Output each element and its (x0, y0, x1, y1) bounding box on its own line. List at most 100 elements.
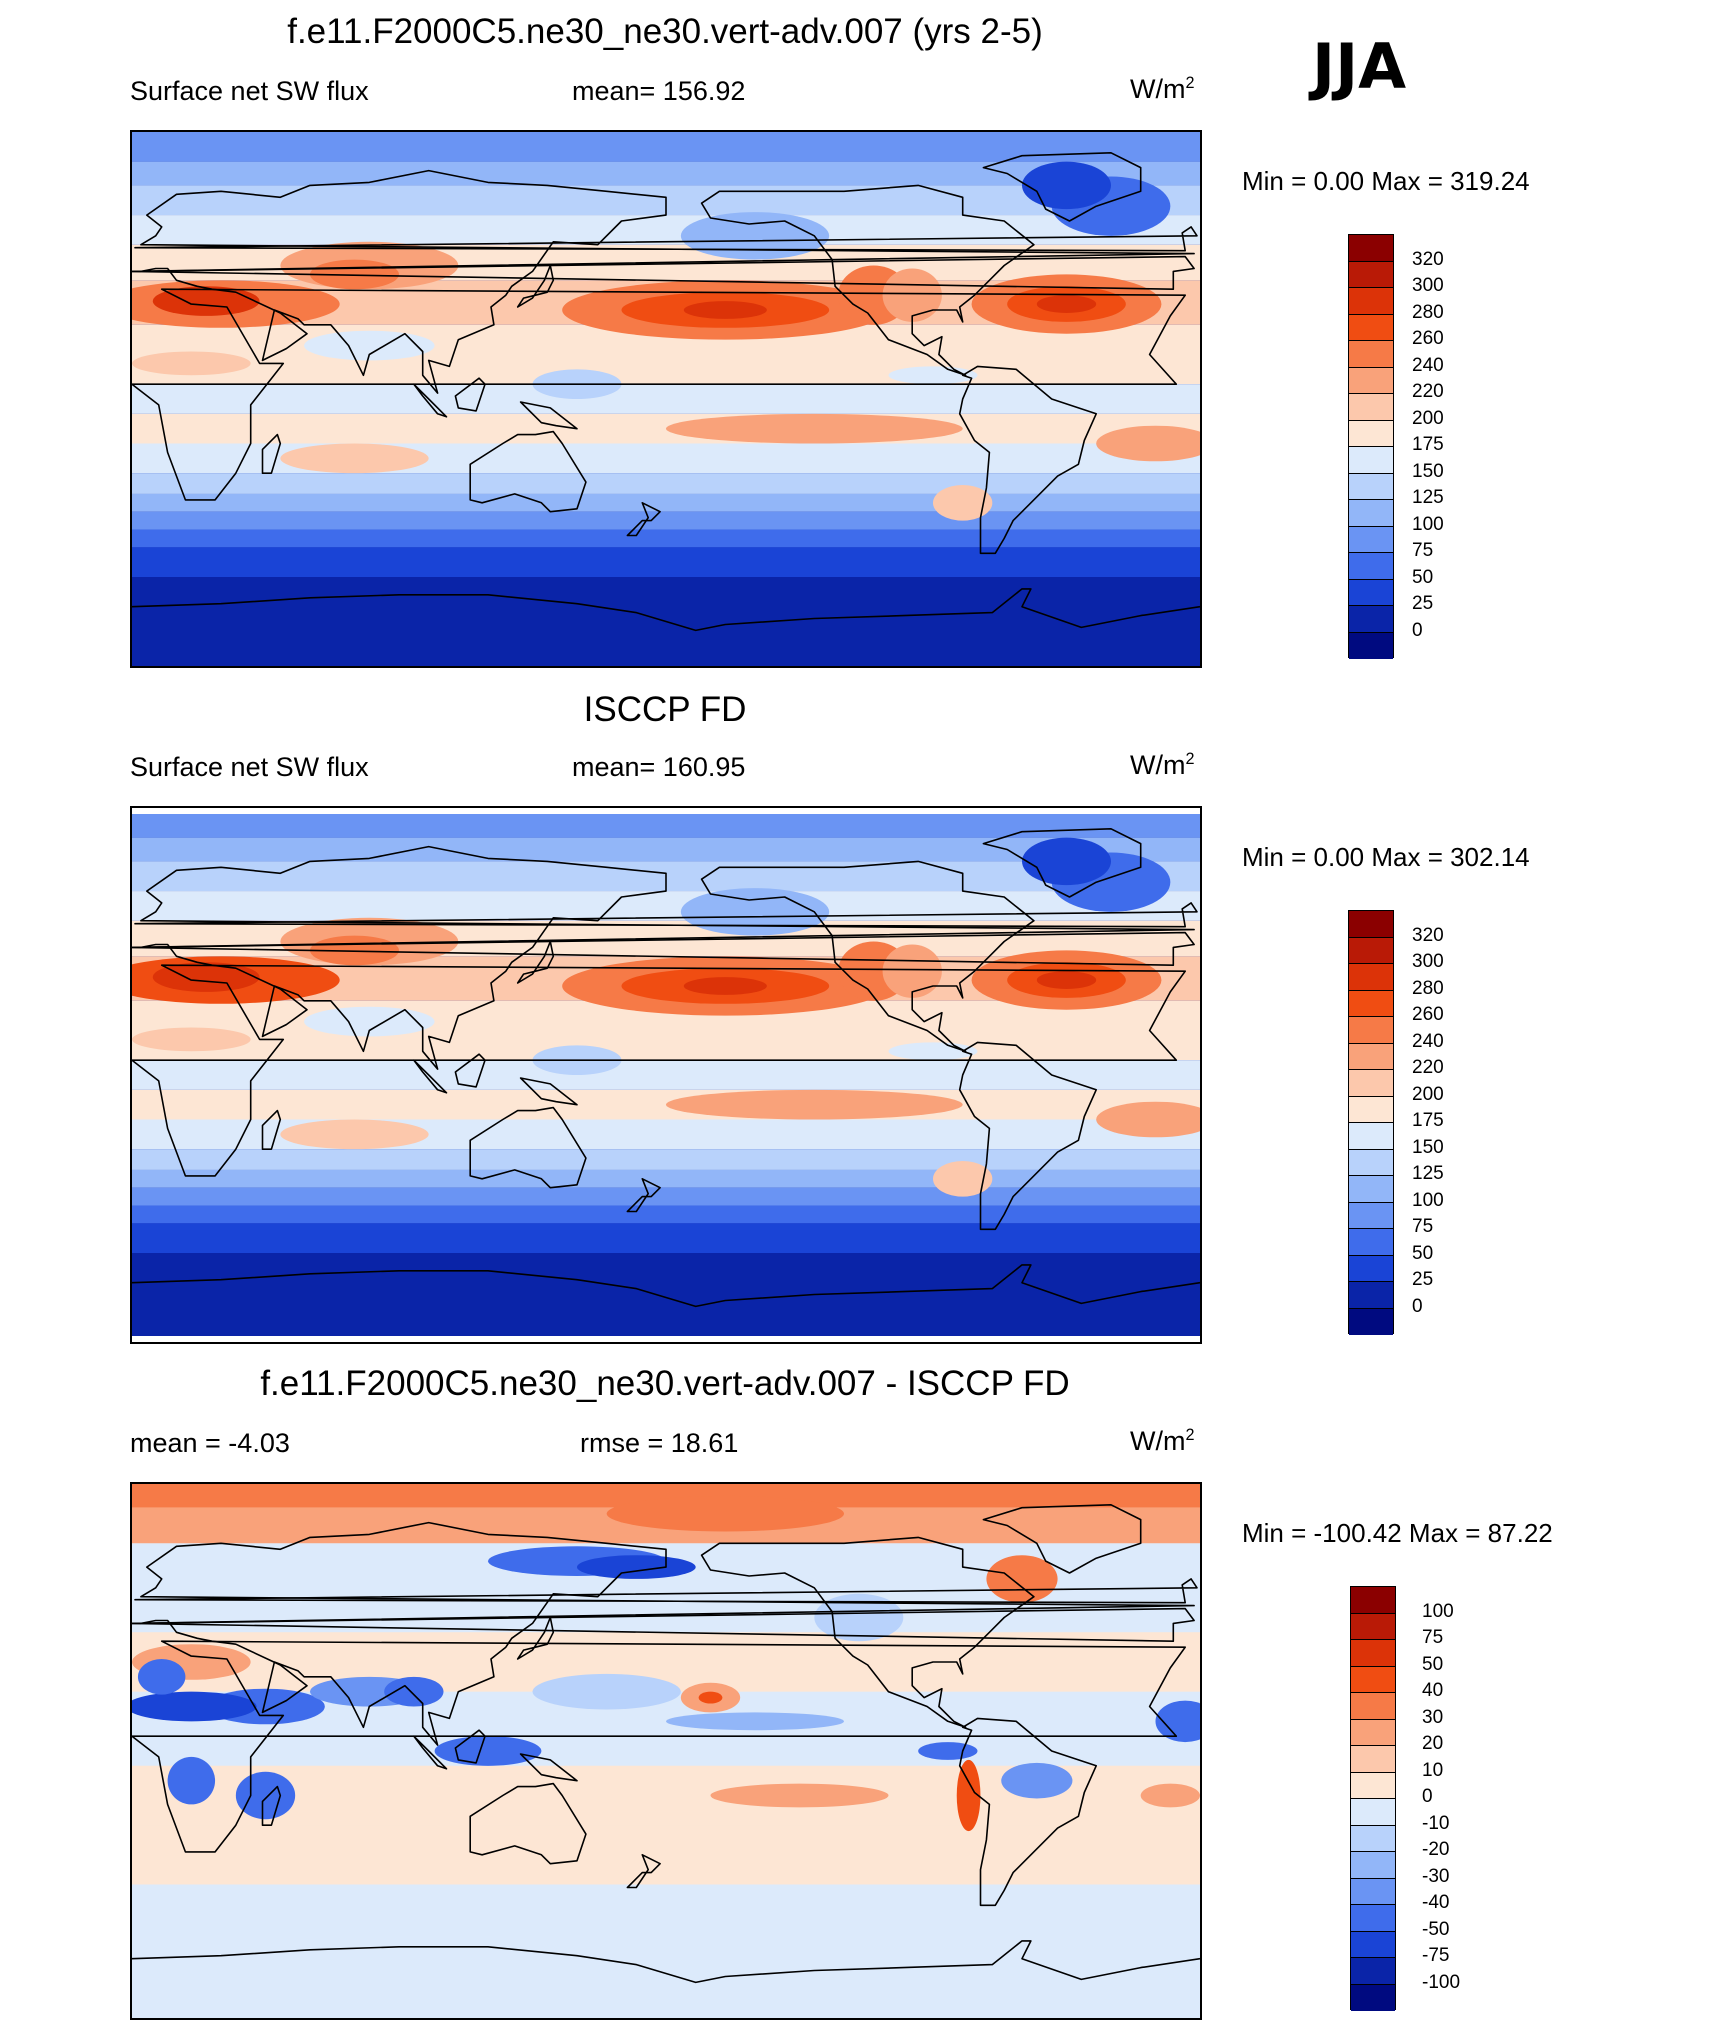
panel-2-units: W/m2 (1130, 750, 1195, 780)
coastline (132, 1607, 1195, 1642)
coastline (134, 1578, 1198, 1604)
colorbar-swatch (1351, 1799, 1395, 1826)
panel-3-units: W/m2 (1130, 1426, 1195, 1456)
colorbar-tick-label: 240 (1412, 1030, 1444, 1052)
colorbar-tick-label: 20 (1422, 1733, 1444, 1754)
colorbar-tick-label: 280 (1412, 977, 1444, 999)
colorbar-swatch (1349, 1282, 1393, 1309)
coastline (132, 1521, 1195, 1746)
colorbar-swatch (1349, 235, 1393, 262)
colorbar-tick-label: 200 (1412, 1083, 1444, 1105)
colorbar-swatch (1349, 990, 1393, 1017)
colorbar-swatch (1351, 1905, 1395, 1932)
coastline (516, 1616, 555, 1660)
panel-3-title: f.e11.F2000C5.ne30_ne30.vert-adv.007 - I… (260, 1364, 1070, 1403)
colorbar-swatch (1351, 1693, 1395, 1720)
panel-1-title: f.e11.F2000C5.ne30_ne30.vert-adv.007 (yr… (287, 12, 1043, 51)
coastline (516, 264, 555, 308)
colorbar-tick-label: 75 (1412, 1216, 1434, 1237)
colorbar-tick-label: 30 (1422, 1706, 1444, 1728)
colorbar-swatch (1349, 1043, 1393, 1070)
colorbar-tick-label: 220 (1412, 381, 1444, 402)
coastline (516, 940, 555, 984)
colorbar-tick-label: -100 (1422, 1971, 1461, 1993)
colorbar-swatch (1349, 1149, 1393, 1176)
coastline (261, 433, 282, 474)
colorbar-swatch (1351, 1984, 1395, 2011)
colorbar-tick-label: 260 (1412, 328, 1444, 349)
colorbar-tick-label: 200 (1412, 407, 1444, 429)
colorbar-swatch (1351, 1852, 1395, 1879)
coastline (132, 255, 1195, 290)
coastline (626, 1854, 661, 1889)
colorbar-tick-label: 0 (1412, 1295, 1423, 1317)
colorbar-tick-label: 125 (1412, 1163, 1444, 1184)
colorbar-swatch (1349, 553, 1393, 580)
coastline (454, 377, 486, 412)
panel-2-variable-label: Surface net SW flux (130, 752, 369, 782)
colorbar-tick-label: 100 (1412, 1189, 1444, 1211)
coastline (413, 1735, 448, 1770)
coastline (132, 845, 1195, 1070)
panel-2-min-max: Min = 0.00 Max = 302.14 (1242, 842, 1530, 872)
colorbar-swatch (1349, 937, 1393, 964)
coastline (413, 383, 448, 418)
colorbar-swatch (1351, 1587, 1395, 1614)
panel-1-map (130, 130, 1202, 668)
colorbar-tick-label: 300 (1412, 951, 1444, 972)
colorbar-tick-label: -30 (1422, 1865, 1450, 1887)
colorbar-tick-label: -10 (1422, 1812, 1450, 1834)
colorbar-swatch (1349, 1202, 1393, 1229)
coastline (982, 828, 1142, 898)
coastline (132, 1940, 1200, 1984)
colorbar-tick-label: 50 (1412, 566, 1434, 588)
colorbar-tick-label: 0 (1422, 1786, 1433, 1807)
colorbar-swatch (1349, 526, 1393, 553)
colorbar-tick-label: 100 (1412, 513, 1444, 535)
colorbar-swatch (1349, 606, 1393, 633)
panel-3-mean-label: mean = -4.03 (130, 1428, 290, 1458)
panel-3-map (130, 1482, 1202, 2020)
colorbar-tick-label: 25 (1412, 1269, 1434, 1290)
colorbar-tick-label: 280 (1412, 301, 1444, 323)
colorbar-swatch (1349, 261, 1393, 288)
coastline (700, 1536, 1035, 1729)
colorbar-swatch (1349, 500, 1393, 527)
coastline (132, 288, 1186, 501)
colorbar-swatch (1349, 964, 1393, 991)
colorbar-swatch (1351, 1719, 1395, 1746)
colorbar-swatch (1349, 314, 1393, 341)
colorbar-swatch (1349, 579, 1393, 606)
colorbar-swatch (1349, 911, 1393, 938)
panel-1-mean-label: mean= 156.92 (572, 76, 746, 106)
panel-2-map (130, 806, 1202, 1344)
colorbar-swatch (1349, 394, 1393, 421)
colorbar-swatch (1351, 1878, 1395, 1905)
coastline (519, 1077, 578, 1106)
colorbar-swatch (1349, 1123, 1393, 1150)
coastline (454, 1053, 486, 1088)
panel-2-mean-label: mean= 160.95 (572, 752, 746, 782)
colorbar-tick-label: 75 (1422, 1627, 1444, 1648)
colorbar-tick-label: 100 (1422, 1600, 1454, 1622)
panel-1-variable-label: Surface net SW flux (130, 76, 369, 106)
panel-2-title: ISCCP FD (583, 690, 747, 729)
colorbar-swatch (1349, 288, 1393, 315)
panel-1-min-max: Min = 0.00 Max = 319.24 (1242, 166, 1530, 196)
coastline (132, 1264, 1200, 1308)
colorbar-swatch (1351, 1931, 1395, 1958)
colorbar-swatch (1351, 1746, 1395, 1773)
colorbar-swatch (1351, 1772, 1395, 1799)
coastline (519, 401, 578, 430)
coastline (132, 169, 1195, 394)
colorbar-swatch (1351, 1958, 1395, 1985)
colorbar-swatch (1349, 1070, 1393, 1097)
coastline (982, 1504, 1142, 1574)
coastline (700, 860, 1035, 1053)
colorbar-tick-label: 75 (1412, 540, 1434, 561)
colorbar-swatch (1349, 341, 1393, 368)
colorbar-tick-label: 300 (1412, 275, 1444, 296)
colorbar-tick-label: 320 (1412, 248, 1444, 270)
colorbar-tick-label: 175 (1412, 1110, 1444, 1131)
coastline (454, 1729, 486, 1764)
